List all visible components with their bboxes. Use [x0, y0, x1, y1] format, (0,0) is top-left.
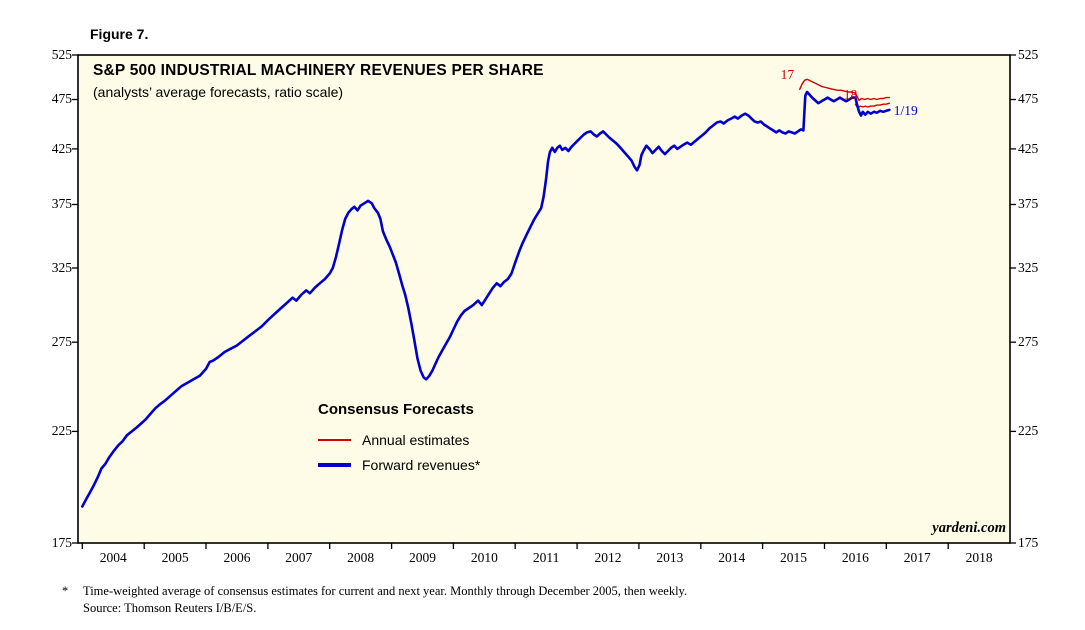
x-axis-label-year: 2012	[594, 550, 622, 565]
x-axis-label-year: 2014	[718, 550, 746, 565]
y-axis-label-right: 175	[1018, 535, 1039, 550]
series-annual-estimates-2017	[799, 78, 891, 102]
y-axis-label-left: 475	[51, 91, 72, 107]
x-axis-label-year: 2006	[223, 550, 251, 565]
x-axis-label-year: 2008	[347, 550, 375, 565]
y-axis-label-left: 325	[51, 260, 72, 276]
x-axis-label-year: 2018	[965, 550, 993, 565]
y-axis-label-left: 225	[51, 423, 72, 439]
chart-annotation-1-19: 1/19	[893, 102, 918, 118]
y-axis-label-right: 425	[1018, 140, 1039, 156]
legend-title: Consensus Forecasts	[318, 401, 474, 418]
legend-item-forward-revenues: Forward revenues*	[318, 452, 480, 477]
y-axis-label-right: 525	[1018, 47, 1039, 62]
y-axis-label-right: 375	[1018, 196, 1039, 212]
x-axis-label-year: 2016	[841, 550, 869, 565]
watermark-yardeni: yardeni.com	[932, 520, 1006, 536]
chart-legend: Consensus Forecasts Annual estimates For…	[318, 401, 480, 477]
y-axis-label-right: 275	[1018, 334, 1039, 350]
chart-subtitle: (analysts’ average forecasts, ratio scal…	[93, 84, 344, 100]
y-axis-label-left: 375	[51, 196, 72, 212]
y-axis-label-left: 175	[51, 535, 72, 550]
y-axis-label-right: 325	[1018, 260, 1039, 276]
chart-annotation-17: 17	[780, 66, 795, 82]
y-axis-label-left: 425	[51, 140, 72, 156]
y-axis-label-right: 225	[1018, 423, 1039, 439]
footnote: * Time-weighted average of consensus esti…	[62, 583, 687, 617]
y-axis-label-left: 275	[51, 334, 72, 350]
x-axis-label-year: 2015	[780, 550, 808, 565]
x-axis-label-year: 2009	[408, 550, 436, 565]
legend-item-annual-estimates: Annual estimates	[318, 427, 480, 452]
y-axis-label-left: 525	[51, 47, 72, 62]
x-axis-label-year: 2017	[903, 550, 931, 565]
x-axis-label-year: 2004	[99, 550, 127, 565]
chart-annotation-18: 18	[843, 86, 858, 102]
x-axis-label-year: 2011	[532, 550, 560, 565]
plot-border	[77, 54, 1011, 544]
footnote-marker: *	[62, 584, 69, 598]
footnote-text: Time-weighted average of consensus estim…	[83, 584, 688, 598]
legend-label-annual-estimates: Annual estimates	[362, 431, 470, 448]
chart-title: S&P 500 INDUSTRIAL MACHINERY REVENUES PE…	[93, 62, 544, 79]
x-axis-label-year: 2007	[285, 550, 313, 565]
x-axis-label-year: 2010	[470, 550, 498, 565]
series-annual-estimates-2018	[854, 102, 891, 109]
figure-label: Figure 7.	[90, 26, 149, 42]
legend-label-forward-revenues: Forward revenues*	[362, 456, 481, 473]
footnote-source: Source: Thomson Reuters I/B/E/S.	[83, 600, 257, 615]
series-forward-revenues	[81, 90, 891, 508]
annual-estimates-line-swatch	[318, 438, 351, 441]
forward-revenues-line-swatch	[318, 462, 351, 467]
plot-area	[78, 55, 1010, 543]
y-axis-label-right: 475	[1018, 91, 1039, 107]
x-axis-label-year: 2005	[161, 550, 189, 565]
x-axis-label-year: 2013	[656, 550, 684, 565]
